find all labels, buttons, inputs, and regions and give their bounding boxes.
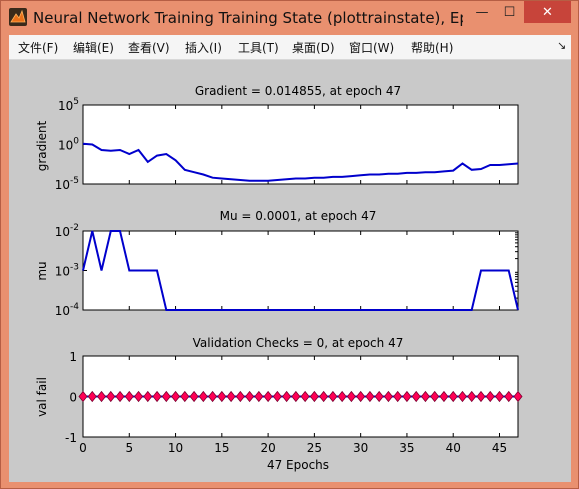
- y-tick-label: 1: [69, 350, 77, 364]
- valfail-point: [448, 390, 458, 403]
- gradient-series-line: [82, 142, 519, 182]
- menu-desktop[interactable]: 桌面(D): [292, 41, 335, 55]
- x-tick-label: 25: [307, 441, 322, 455]
- menu-help[interactable]: 帮助(H): [411, 41, 454, 55]
- valfail-point: [226, 390, 236, 403]
- valfail-point: [494, 390, 505, 403]
- valfail-point: [365, 390, 375, 403]
- gradient-axes[interactable]: [82, 104, 519, 185]
- valfail-point: [272, 390, 282, 403]
- valfail-point: [245, 390, 255, 403]
- menu-overflow-icon[interactable]: ↘: [557, 39, 567, 52]
- menu-tools[interactable]: 工具(T): [238, 41, 279, 55]
- valfail-point: [402, 390, 412, 403]
- valfail-point: [300, 390, 310, 403]
- y-tick-label: 10-3: [55, 263, 79, 279]
- menu-insert[interactable]: 插入(I): [185, 41, 222, 55]
- valfail-title: Validation Checks = 0, at epoch 47: [193, 336, 404, 350]
- valfail-point: [115, 390, 125, 403]
- valfail-point: [263, 390, 273, 403]
- x-tick-label: 20: [260, 441, 275, 455]
- valfail-ylabel: val fail: [35, 377, 49, 417]
- valfail-point: [383, 390, 393, 403]
- mu-title: Mu = 0.0001, at epoch 47: [220, 209, 377, 223]
- valfail-point: [134, 390, 144, 403]
- valfail-point: [106, 390, 116, 403]
- valfail-point: [87, 390, 97, 403]
- valfail-point: [143, 390, 153, 403]
- valfail-point: [476, 390, 486, 403]
- y-tick-label: 0: [69, 391, 77, 405]
- valfail-point: [430, 390, 440, 403]
- valfail-panel: Validation Checks = 0, at epoch 47 val f…: [35, 336, 523, 472]
- x-tick-label: 0: [79, 441, 87, 455]
- valfail-xlabel: 47 Epochs: [267, 458, 329, 472]
- menu-edit[interactable]: 编辑(E): [73, 41, 114, 55]
- y-tick-label: 10-5: [55, 176, 79, 192]
- valfail-point: [235, 390, 245, 403]
- valfail-point: [411, 390, 421, 403]
- gradient-title: Gradient = 0.014855, at epoch 47: [195, 84, 401, 98]
- maximize-button[interactable]: ☐: [503, 4, 516, 20]
- y-tick-label: 10-2: [55, 223, 79, 239]
- gradient-panel: Gradient = 0.014855, at epoch 47 gradien…: [35, 84, 519, 192]
- minimize-button[interactable]: —: [475, 4, 489, 20]
- matlab-icon: [9, 8, 27, 26]
- valfail-point: [171, 390, 181, 403]
- menu-view[interactable]: 查看(V): [128, 41, 170, 55]
- valfail-point: [393, 390, 403, 403]
- valfail-point: [513, 390, 523, 403]
- valfail-point: [124, 390, 134, 403]
- valfail-point: [217, 390, 227, 403]
- valfail-point: [420, 390, 430, 403]
- valfail-point: [198, 390, 208, 403]
- x-tick-label: 40: [446, 441, 461, 455]
- x-tick-label: 5: [125, 441, 133, 455]
- valfail-point: [457, 390, 467, 403]
- menu-bar: 文件(F) 编辑(E) 查看(V) 插入(I) 工具(T) 桌面(D) 窗口(W…: [9, 35, 571, 60]
- x-tick-label: 15: [214, 441, 229, 455]
- valfail-point: [161, 390, 171, 403]
- valfail-point: [282, 390, 292, 403]
- y-tick-label: 105: [58, 97, 79, 113]
- menu-window[interactable]: 窗口(W): [349, 41, 395, 55]
- x-tick-label: 10: [168, 441, 183, 455]
- mu-ylabel: mu: [35, 261, 49, 280]
- valfail-point: [504, 390, 514, 403]
- valfail-point: [96, 390, 107, 403]
- valfail-point: [152, 390, 162, 403]
- valfail-point: [374, 390, 384, 403]
- y-tick-label: 100: [58, 137, 79, 153]
- valfail-point: [180, 390, 190, 403]
- menu-file[interactable]: 文件(F): [18, 41, 59, 55]
- valfail-point: [439, 390, 449, 403]
- valfail-point: [189, 390, 199, 403]
- valfail-point: [291, 390, 301, 403]
- x-tick-label: 45: [492, 441, 507, 455]
- valfail-point: [254, 390, 264, 403]
- x-tick-label: 30: [353, 441, 368, 455]
- valfail-point: [328, 390, 338, 403]
- valfail-point: [319, 390, 329, 403]
- valfail-point: [309, 390, 319, 403]
- valfail-point: [467, 390, 477, 403]
- figure-canvas[interactable]: Gradient = 0.014855, at epoch 47 gradien…: [9, 60, 571, 482]
- valfail-point: [356, 390, 366, 403]
- y-tick-label: -1: [65, 431, 77, 445]
- valfail-point: [208, 390, 218, 403]
- y-tick-label: 10-4: [55, 302, 80, 318]
- valfail-point: [485, 390, 495, 403]
- valfail-point: [346, 390, 356, 403]
- x-tick-label: 35: [399, 441, 414, 455]
- mu-series-line: [82, 230, 519, 311]
- valfail-point: [78, 390, 88, 403]
- valfail-point: [337, 390, 347, 403]
- window-title: Neural Network Training Training State (…: [33, 9, 463, 27]
- gradient-ylabel: gradient: [35, 120, 49, 171]
- mu-panel: Mu = 0.0001, at epoch 47 mu 10-4 10-3 10-2: [35, 209, 519, 318]
- close-button[interactable]: ✕: [524, 1, 571, 23]
- title-bar[interactable]: Neural Network Training Training State (…: [1, 1, 578, 35]
- figure-area: Gradient = 0.014855, at epoch 47 gradien…: [9, 60, 571, 482]
